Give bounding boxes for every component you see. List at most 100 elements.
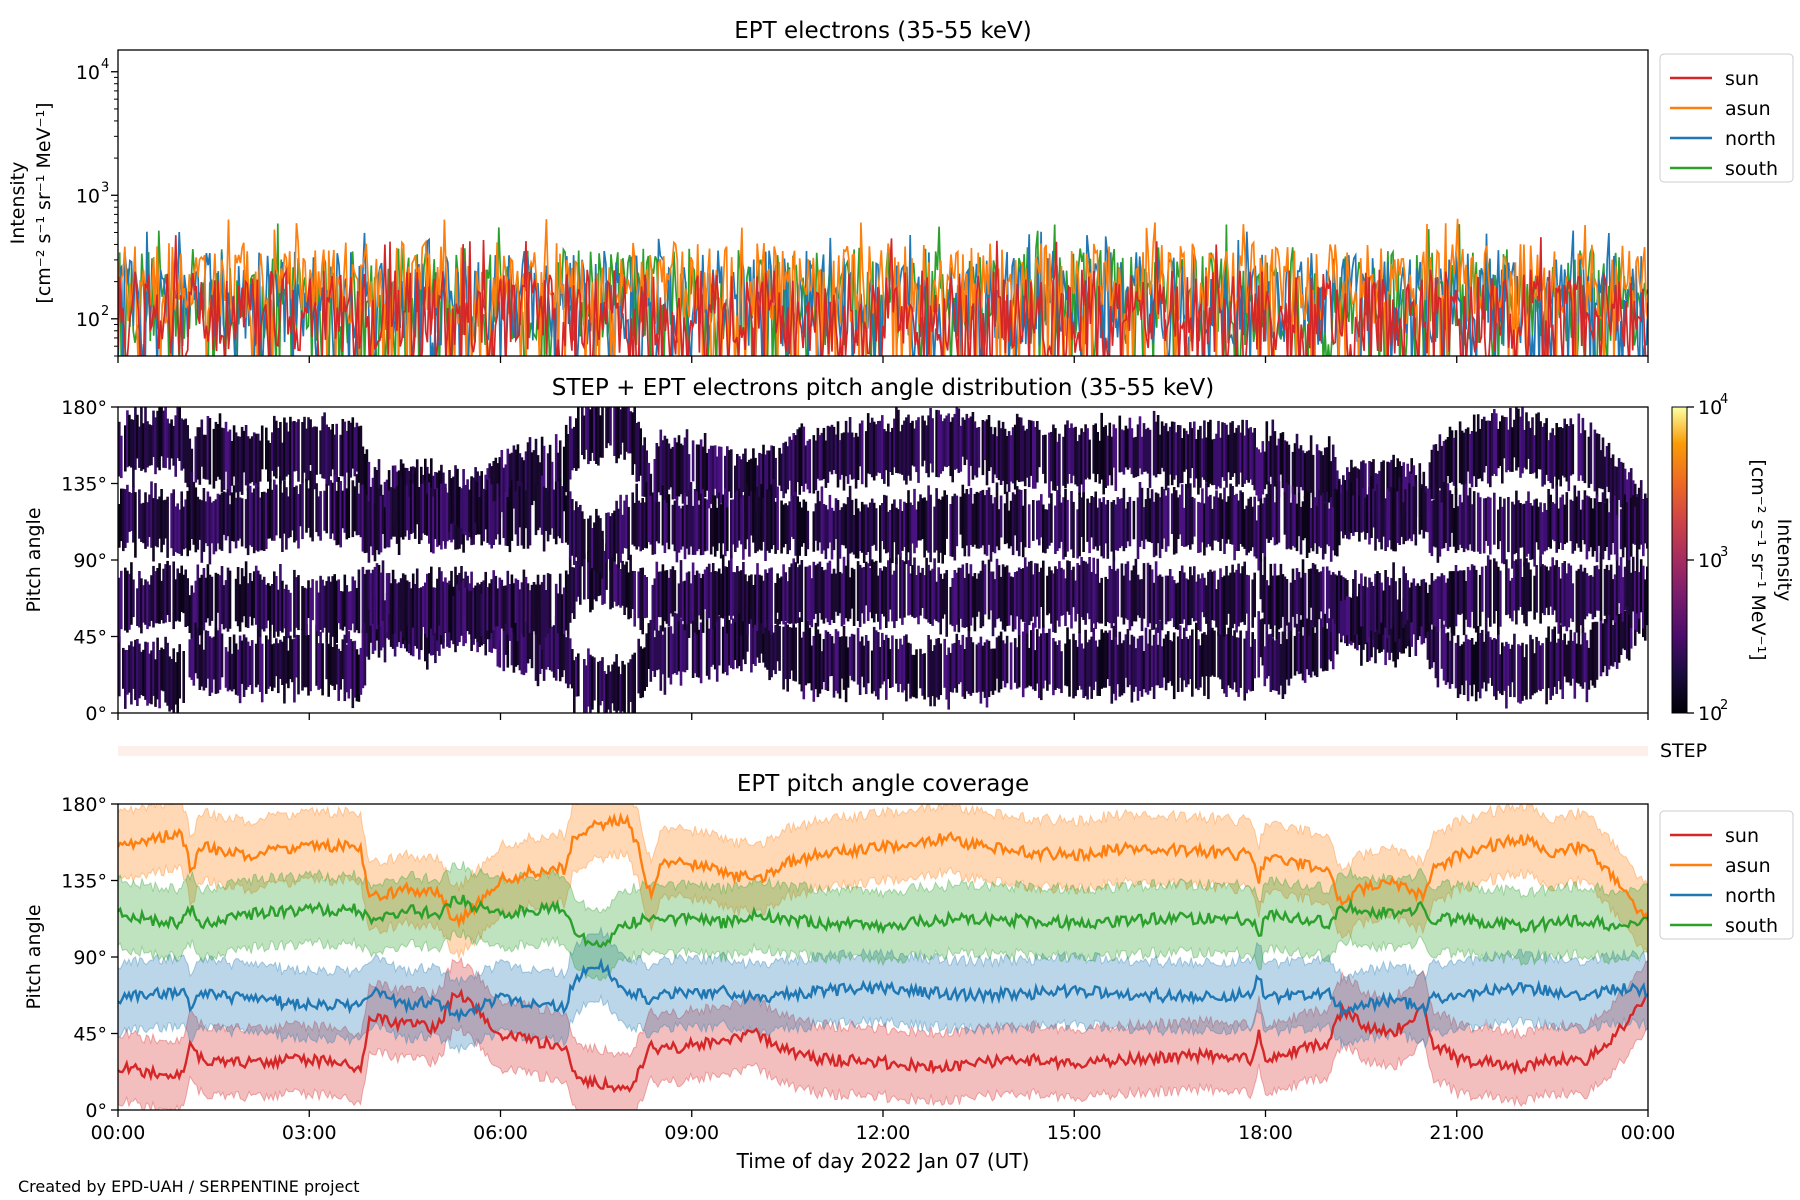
pad-cell <box>766 489 769 551</box>
pad-cell <box>1589 498 1593 548</box>
pad-cell <box>460 488 463 529</box>
pad-cell <box>196 496 200 550</box>
pad-cell <box>333 574 337 637</box>
pad-cell <box>611 553 614 608</box>
pad-cell <box>1519 416 1522 478</box>
pad-cell <box>532 582 536 632</box>
pad-cell <box>804 445 808 484</box>
pad-cell <box>579 551 582 605</box>
pad-cell <box>1017 417 1021 482</box>
pad-cell <box>482 488 486 542</box>
pad-cell <box>838 637 842 699</box>
pad-cell <box>721 554 725 619</box>
pad-cell <box>1513 419 1516 458</box>
pad-cell <box>1388 585 1391 636</box>
pad-cell <box>254 565 258 625</box>
pad-cell <box>740 497 743 545</box>
pad-cell <box>663 570 667 622</box>
pad-cell <box>206 491 210 547</box>
pad-cell <box>176 503 180 554</box>
pad-cell <box>881 570 884 614</box>
pad-cell <box>619 409 622 455</box>
pad-cell <box>164 407 167 469</box>
pad-cell <box>1374 573 1377 632</box>
pad-cell <box>1120 563 1124 618</box>
pad-cell <box>1044 633 1047 681</box>
pad-cell <box>1555 560 1559 623</box>
pad-cell <box>440 483 443 550</box>
pad-cell <box>1050 493 1053 543</box>
pad-cell <box>929 570 932 624</box>
pad-cell <box>1468 487 1472 545</box>
pad-cell <box>355 474 359 536</box>
pad-cell <box>335 423 339 482</box>
pad-cell <box>832 510 836 551</box>
pad-cell <box>1384 570 1387 628</box>
pad-cell <box>494 500 498 540</box>
pad-cell <box>226 651 230 692</box>
pad-cell <box>1295 623 1299 672</box>
pad-cell <box>1203 503 1206 556</box>
pad-cell <box>1036 500 1039 540</box>
pad-cell <box>1205 634 1208 677</box>
pad-cell <box>456 501 459 550</box>
pad-cell <box>536 485 540 531</box>
pad-cell <box>1307 450 1311 496</box>
x-tick-label: 03:00 <box>282 1122 337 1144</box>
pad-cell <box>166 496 169 558</box>
pad-cell <box>349 422 353 478</box>
pad-cell <box>1275 575 1279 639</box>
pad-cell <box>542 618 546 681</box>
pad-cell <box>705 566 709 620</box>
pad-cell <box>1360 489 1363 533</box>
pad-cell <box>621 560 624 606</box>
pad-cell <box>327 427 331 486</box>
pad-cell <box>1317 572 1321 620</box>
pad-cell <box>126 650 129 695</box>
pad-cell <box>162 649 165 692</box>
pad-cell <box>601 657 604 701</box>
pad-cell <box>1253 639 1257 679</box>
pad-cell <box>534 484 538 536</box>
pad-cell <box>1575 570 1579 633</box>
pad-cell <box>705 610 709 676</box>
pad-cell <box>428 482 431 544</box>
pad-cell <box>915 649 918 699</box>
pad-cell <box>834 629 838 691</box>
pad-cell <box>339 651 343 690</box>
pad-cell <box>351 576 355 624</box>
pad-cell <box>1303 495 1307 539</box>
pad-cell <box>1489 559 1492 627</box>
pad-cell <box>1021 568 1025 622</box>
pad-cell <box>1603 619 1607 666</box>
pad-cell <box>822 427 826 479</box>
pad-cell <box>144 407 147 473</box>
pad-cell <box>118 636 121 697</box>
pad-cell <box>1591 576 1595 620</box>
pad-cell <box>1642 565 1645 629</box>
pad-cell <box>1376 483 1379 539</box>
pad-cell <box>1174 490 1178 554</box>
pad-cell <box>909 502 912 566</box>
pad-cell <box>983 642 987 698</box>
pad-cell <box>1597 502 1601 546</box>
pad-cell <box>420 483 423 541</box>
pad-cell <box>1472 644 1476 685</box>
pad-cell <box>341 419 345 477</box>
pad-cell <box>1519 558 1522 607</box>
pad-cell <box>1476 492 1480 552</box>
pad-cell <box>1279 433 1283 475</box>
pad-cell <box>732 499 735 545</box>
coverage-title: EPT pitch angle coverage <box>737 771 1029 797</box>
pad-cell <box>1271 483 1275 538</box>
pad-cell <box>752 448 755 503</box>
pad-cell <box>500 450 504 513</box>
pad-cell <box>1521 407 1524 474</box>
pad-cell <box>959 496 963 535</box>
pad-cell <box>267 488 270 539</box>
pad-cell <box>993 579 997 628</box>
pad-cell <box>568 491 572 560</box>
y-tick-label: 45° <box>73 627 107 649</box>
